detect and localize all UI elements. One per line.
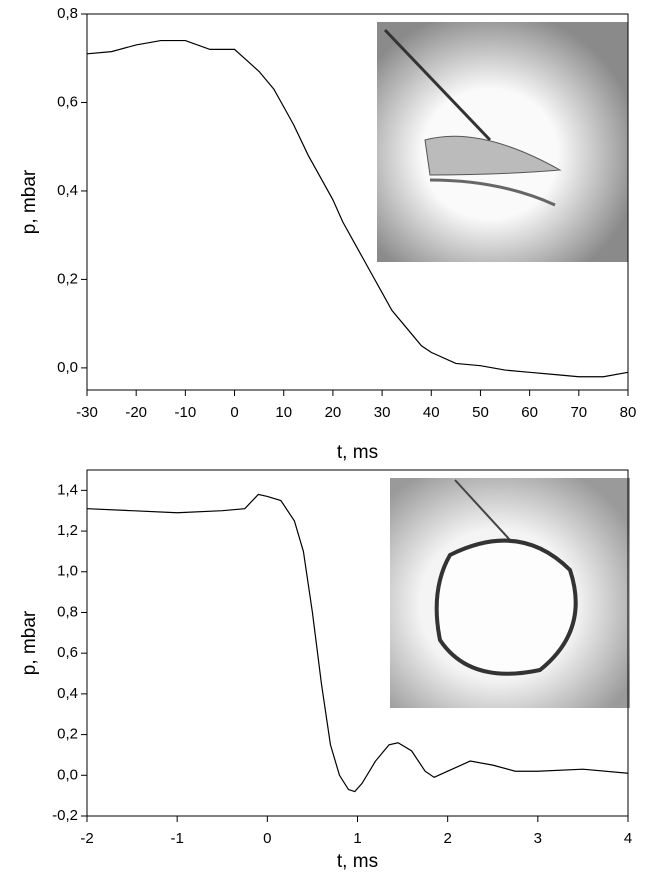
x-tick-label: -2 [80,830,93,847]
data-line [86,39,629,378]
x-tick-label: 2 [443,830,451,847]
x-tick-label: 30 [374,404,391,421]
x-tick-label: 3 [534,830,542,847]
x-tick-label: 10 [275,404,292,421]
y-tick-label: 0,8 [57,5,78,22]
y-tick-label: 0,4 [57,182,78,199]
x-tick-label: 70 [570,404,587,421]
inset-photo-top [377,22,628,262]
y-tick-label: 0,0 [57,766,78,783]
x-tick-label: 1 [353,830,361,847]
x-tick-label: -20 [125,404,147,421]
y-tick-label: 0,0 [57,359,78,376]
y-tick-label: 0,6 [57,644,78,661]
x-tick-label: 0 [230,404,238,421]
y-tick-label: 1,0 [57,563,78,580]
y-tick-label: 0,8 [57,603,78,620]
x-tick-label: -30 [76,404,98,421]
y-tick-label: 0,2 [57,726,78,743]
x-tick-label: 0 [263,830,271,847]
y-tick-label: 0,4 [57,685,78,702]
x-axis-title: t, ms [337,851,378,872]
y-tick-label: 1,2 [57,522,78,539]
y-tick-label: 0,2 [57,270,78,287]
y-tick-label: -0,2 [52,807,78,824]
y-axis-title: p, mbar [19,169,40,234]
data-line [86,493,629,793]
x-tick-label: 40 [423,404,440,421]
x-axis-title: t, ms [337,442,378,463]
x-tick-label: 50 [472,404,489,421]
y-axis-title: p, mbar [19,610,40,675]
inset-photo-bottom [390,478,630,708]
x-tick-label: 4 [624,830,632,847]
x-tick-label: -1 [170,830,183,847]
y-tick-label: 1,4 [57,481,78,498]
plot-frame [86,13,629,391]
y-tick-label: 0,6 [57,93,78,110]
x-tick-label: 60 [521,404,538,421]
x-tick-label: 80 [620,404,637,421]
x-tick-label: 20 [325,404,342,421]
x-tick-label: -10 [175,404,197,421]
